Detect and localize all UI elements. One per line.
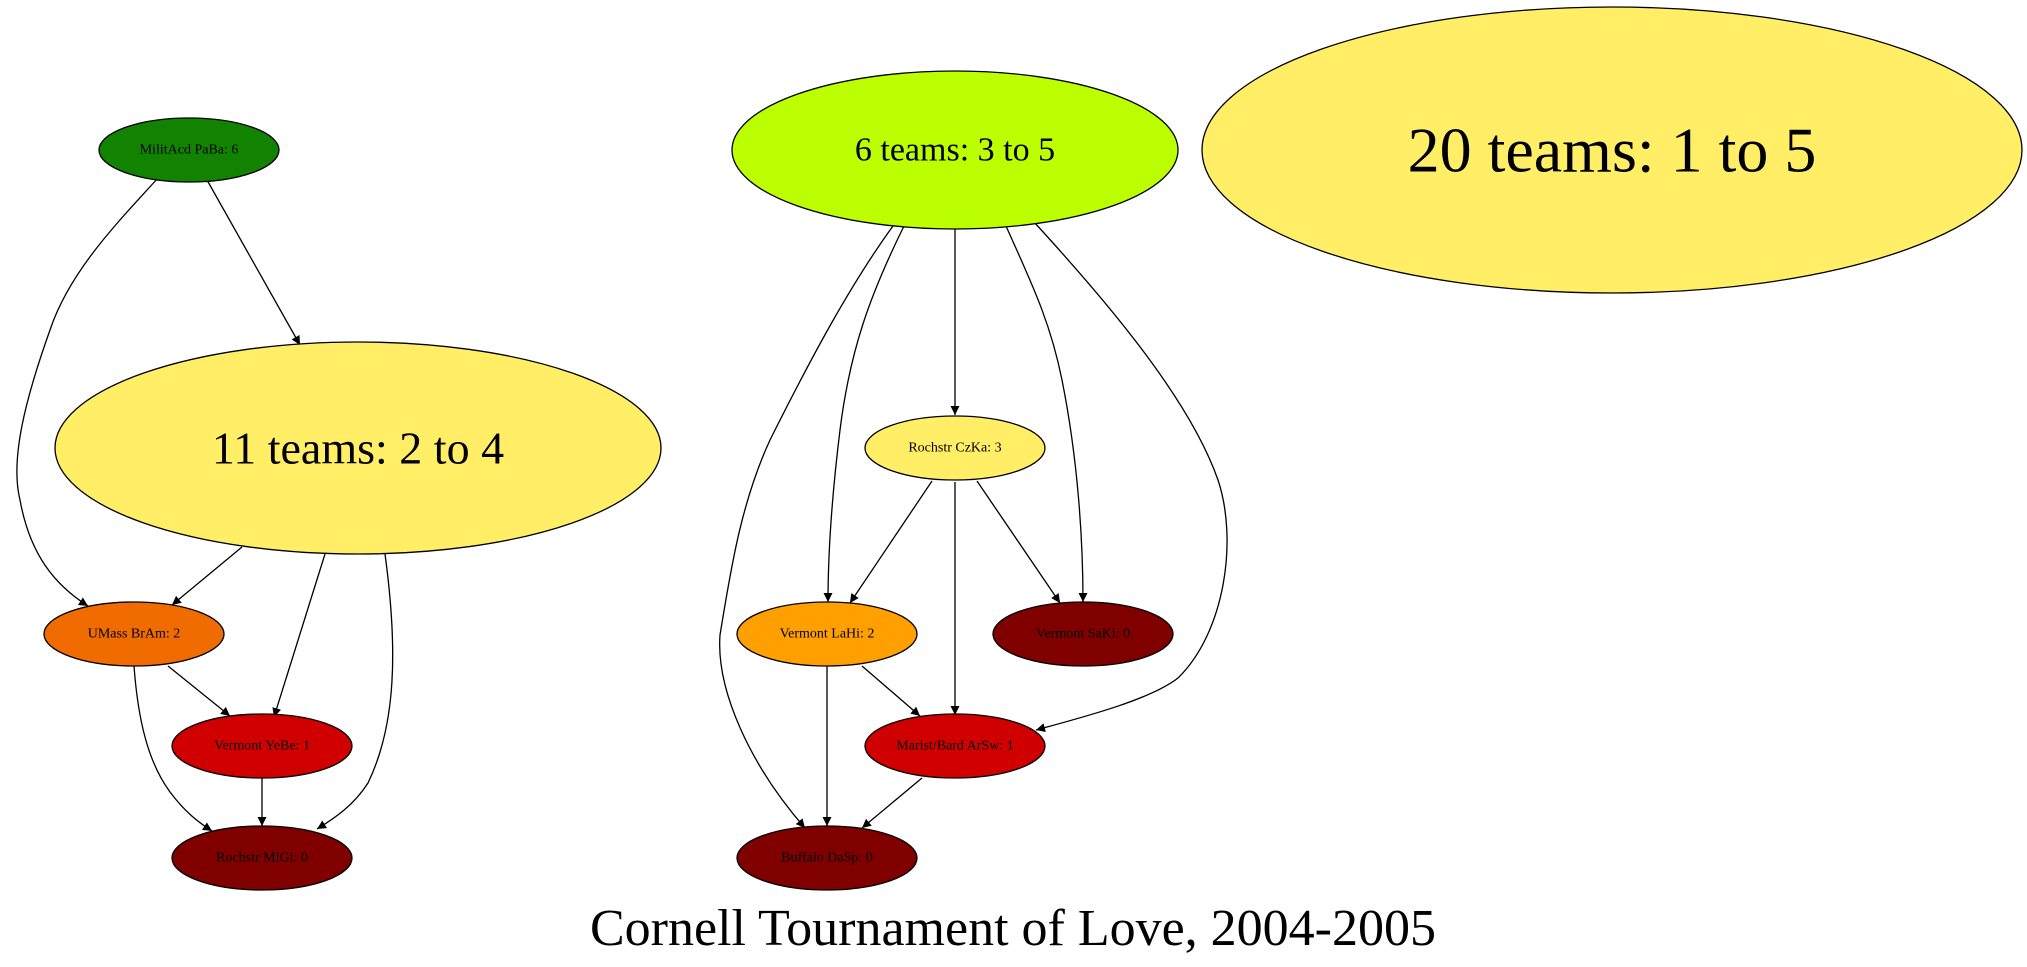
node-label: Vermont YeBe: 1 — [214, 739, 310, 754]
node-vermont-lahi[interactable]: Vermont LaHi: 2 — [736, 601, 918, 667]
node-buffalo[interactable]: Buffalo DaSp: 0 — [736, 825, 918, 891]
edge-vermont-lahi-to-marist — [861, 665, 921, 717]
node-label: 11 teams: 2 to 4 — [212, 423, 504, 474]
edge-six-to-vermont-saki — [1005, 225, 1088, 603]
node-shape — [864, 415, 1046, 481]
node-label: 20 teams: 1 to 5 — [1408, 115, 1817, 186]
edge-six-to-buffalo — [719, 225, 894, 829]
edges — [16, 177, 1228, 832]
node-shape — [171, 713, 353, 779]
node-shape — [98, 117, 280, 183]
node-label: Rochstr CzKa: 3 — [908, 441, 1001, 456]
node-rochstr-migi[interactable]: Rochstr MiGi: 0 — [171, 825, 353, 891]
node-rochstr-czka[interactable]: Rochstr CzKa: 3 — [864, 415, 1046, 481]
node-label: UMass BrAm: 2 — [88, 627, 181, 642]
edge-militacd-to-umass — [16, 177, 159, 607]
edge-six-to-marist — [1033, 221, 1228, 732]
node-umass[interactable]: UMass BrAm: 2 — [43, 601, 225, 667]
edge-umass-to-vermont-yebe — [167, 665, 231, 717]
node-shape — [1201, 6, 2023, 294]
node-militacd[interactable]: MilitAcd PaBa: 6 — [98, 117, 280, 183]
node-eleven-teams[interactable]: 11 teams: 2 to 4 — [54, 341, 662, 555]
node-label: MilitAcd PaBa: 6 — [140, 143, 239, 158]
node-label: Vermont LaHi: 2 — [780, 627, 875, 642]
node-marist-bard[interactable]: Marist/Bard ArSw: 1 — [864, 713, 1046, 779]
node-six-teams[interactable]: 6 teams: 3 to 5 — [731, 70, 1179, 230]
edge-marist-to-buffalo — [861, 777, 923, 829]
node-label: 6 teams: 3 to 5 — [855, 132, 1055, 169]
node-shape — [731, 70, 1179, 230]
edge-eleven-to-vermont-yebe — [272, 553, 326, 718]
node-label: Rochstr MiGi: 0 — [216, 851, 308, 866]
edge-militacd-to-eleven — [206, 179, 301, 346]
edge-umass-to-rochstr-migi — [133, 665, 213, 832]
graph-title: Cornell Tournament of Love, 2004-2005 — [590, 900, 1436, 957]
node-label: Marist/Bard ArSw: 1 — [896, 739, 1013, 754]
edge-rochstr-czka-to-vermont-saki — [976, 480, 1061, 604]
node-label: Buffalo DaSp: 0 — [781, 851, 873, 866]
edge-rochstr-czka-to-vermont-lahi — [849, 480, 933, 604]
edge-eleven-to-umass — [171, 546, 243, 606]
node-shape — [736, 601, 918, 667]
node-vermont-saki[interactable]: Vermont SaKi: 0 — [992, 601, 1174, 667]
node-shape — [864, 713, 1046, 779]
node-twenty-teams[interactable]: 20 teams: 1 to 5 — [1201, 6, 2023, 294]
nodes: MilitAcd PaBa: 6 6 teams: 3 to 5 20 team… — [43, 6, 2023, 891]
node-shape — [54, 341, 662, 555]
edge-six-to-vermont-lahi — [823, 225, 905, 603]
node-shape — [992, 601, 1174, 667]
node-shape — [171, 825, 353, 891]
edge-eleven-to-rochstr-migi — [316, 553, 394, 830]
node-label: Vermont SaKi: 0 — [1036, 627, 1130, 642]
node-shape — [43, 601, 225, 667]
node-shape — [736, 825, 918, 891]
node-vermont-yebe[interactable]: Vermont YeBe: 1 — [171, 713, 353, 779]
